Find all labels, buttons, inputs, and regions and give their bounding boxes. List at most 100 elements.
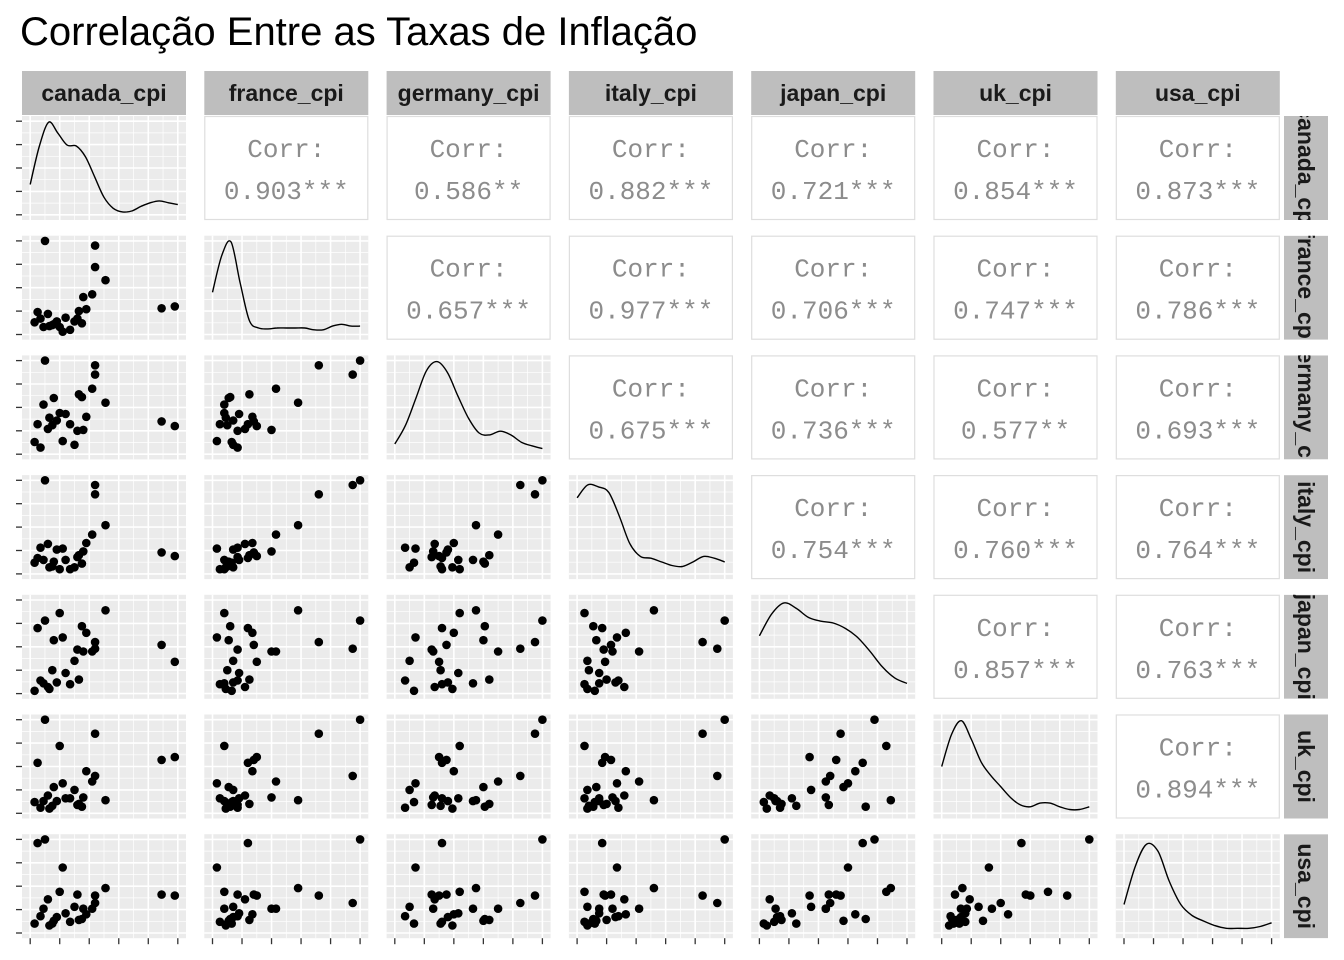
corr-label: Corr: (976, 255, 1054, 285)
data-point (293, 606, 303, 615)
data-point (271, 777, 281, 786)
strip-top-label: germany_cpi (398, 80, 540, 106)
density-line (394, 360, 543, 450)
data-point (955, 919, 964, 928)
data-point (48, 801, 57, 811)
panel-canada_cpi-japan_cpi: Corr: 0.721*** (751, 115, 916, 221)
data-point (430, 682, 440, 692)
corr-panel-border (1115, 355, 1280, 460)
data-point (771, 904, 780, 913)
data-point (101, 398, 110, 408)
data-point (70, 902, 79, 912)
data-point (996, 898, 1005, 908)
data-point (348, 480, 358, 490)
data-point (771, 796, 780, 806)
data-point (493, 777, 503, 786)
data-point (649, 606, 659, 615)
data-point (471, 520, 481, 530)
data-point (271, 647, 281, 656)
data-point (55, 408, 64, 418)
panel-uk_cpi-usa_cpi: Corr: 0.894*** (1115, 714, 1280, 819)
y-axis-ticks-italy_cpi (16, 479, 22, 575)
panel-canada_cpi-canada_cpi (22, 116, 186, 220)
data-point (101, 795, 110, 805)
data-point (698, 729, 707, 738)
data-point (170, 752, 180, 762)
data-point (590, 686, 600, 696)
corr-panel-border (386, 235, 551, 340)
data-point (411, 544, 420, 553)
data-point (233, 543, 242, 552)
data-point (480, 559, 490, 568)
data-point (170, 551, 180, 561)
corr-value: 0.747*** (953, 297, 1078, 327)
data-point (170, 302, 180, 311)
data-point (437, 623, 447, 633)
data-point (698, 891, 707, 900)
data-point (90, 241, 100, 250)
data-point (170, 657, 180, 667)
data-point (82, 304, 91, 314)
data-point (49, 782, 59, 792)
data-point (468, 679, 478, 688)
strip-right-label: italy_cpi (1293, 481, 1319, 573)
corr-value: 0.894*** (1135, 776, 1260, 806)
data-point (806, 785, 816, 795)
strip-top-background (386, 71, 551, 115)
data-point (886, 795, 896, 805)
data-point (223, 420, 232, 430)
data-point (861, 914, 870, 924)
data-point (87, 530, 97, 539)
data-point (400, 803, 410, 812)
data-point (77, 802, 87, 811)
data-point (608, 793, 617, 802)
panel-uk_cpi-japan_cpi (751, 714, 916, 819)
data-point (634, 777, 644, 786)
data-point (958, 883, 967, 893)
data-point (43, 791, 53, 800)
data-point (597, 838, 607, 848)
corr-value: 0.706*** (771, 297, 896, 327)
data-point (882, 741, 891, 751)
data-point (43, 424, 53, 434)
data-point (77, 392, 87, 402)
data-point (36, 676, 45, 685)
strip-top-background (751, 71, 916, 115)
data-point (49, 557, 59, 566)
data-point (516, 898, 525, 908)
corr-panel-border (933, 594, 1098, 699)
strip-top-japan_cpi: japan_cpi (751, 71, 916, 115)
data-point (220, 564, 229, 574)
data-point (73, 426, 82, 436)
data-point (43, 895, 53, 904)
data-point (348, 370, 358, 379)
data-point (65, 419, 75, 429)
data-point (43, 309, 53, 319)
data-point (430, 539, 440, 549)
panel-france_cpi-germany_cpi: Corr: 0.657*** (386, 235, 551, 340)
data-point (787, 794, 797, 803)
data-point (792, 919, 801, 928)
data-point (480, 914, 490, 924)
data-point (65, 917, 75, 927)
panel-germany_cpi-japan_cpi: Corr: 0.736*** (751, 355, 916, 460)
corr-label: Corr: (612, 135, 690, 165)
strip-top-uk_cpi: uk_cpi (933, 71, 1098, 115)
panel-usa_cpi-italy_cpi (568, 834, 733, 939)
data-point (538, 835, 547, 844)
data-point (713, 644, 722, 653)
data-point (620, 895, 629, 904)
data-point (157, 640, 166, 650)
data-point (599, 890, 608, 899)
data-point (620, 682, 629, 692)
panel-usa_cpi-usa_cpi (1115, 834, 1280, 939)
data-point (82, 412, 91, 422)
panel-uk_cpi-italy_cpi (568, 714, 733, 819)
data-point (40, 835, 50, 844)
data-point (233, 426, 242, 436)
data-point (1017, 838, 1026, 848)
corr-panel-border (568, 115, 734, 221)
data-point (355, 616, 365, 625)
data-point (248, 766, 257, 776)
data-point (77, 559, 87, 568)
